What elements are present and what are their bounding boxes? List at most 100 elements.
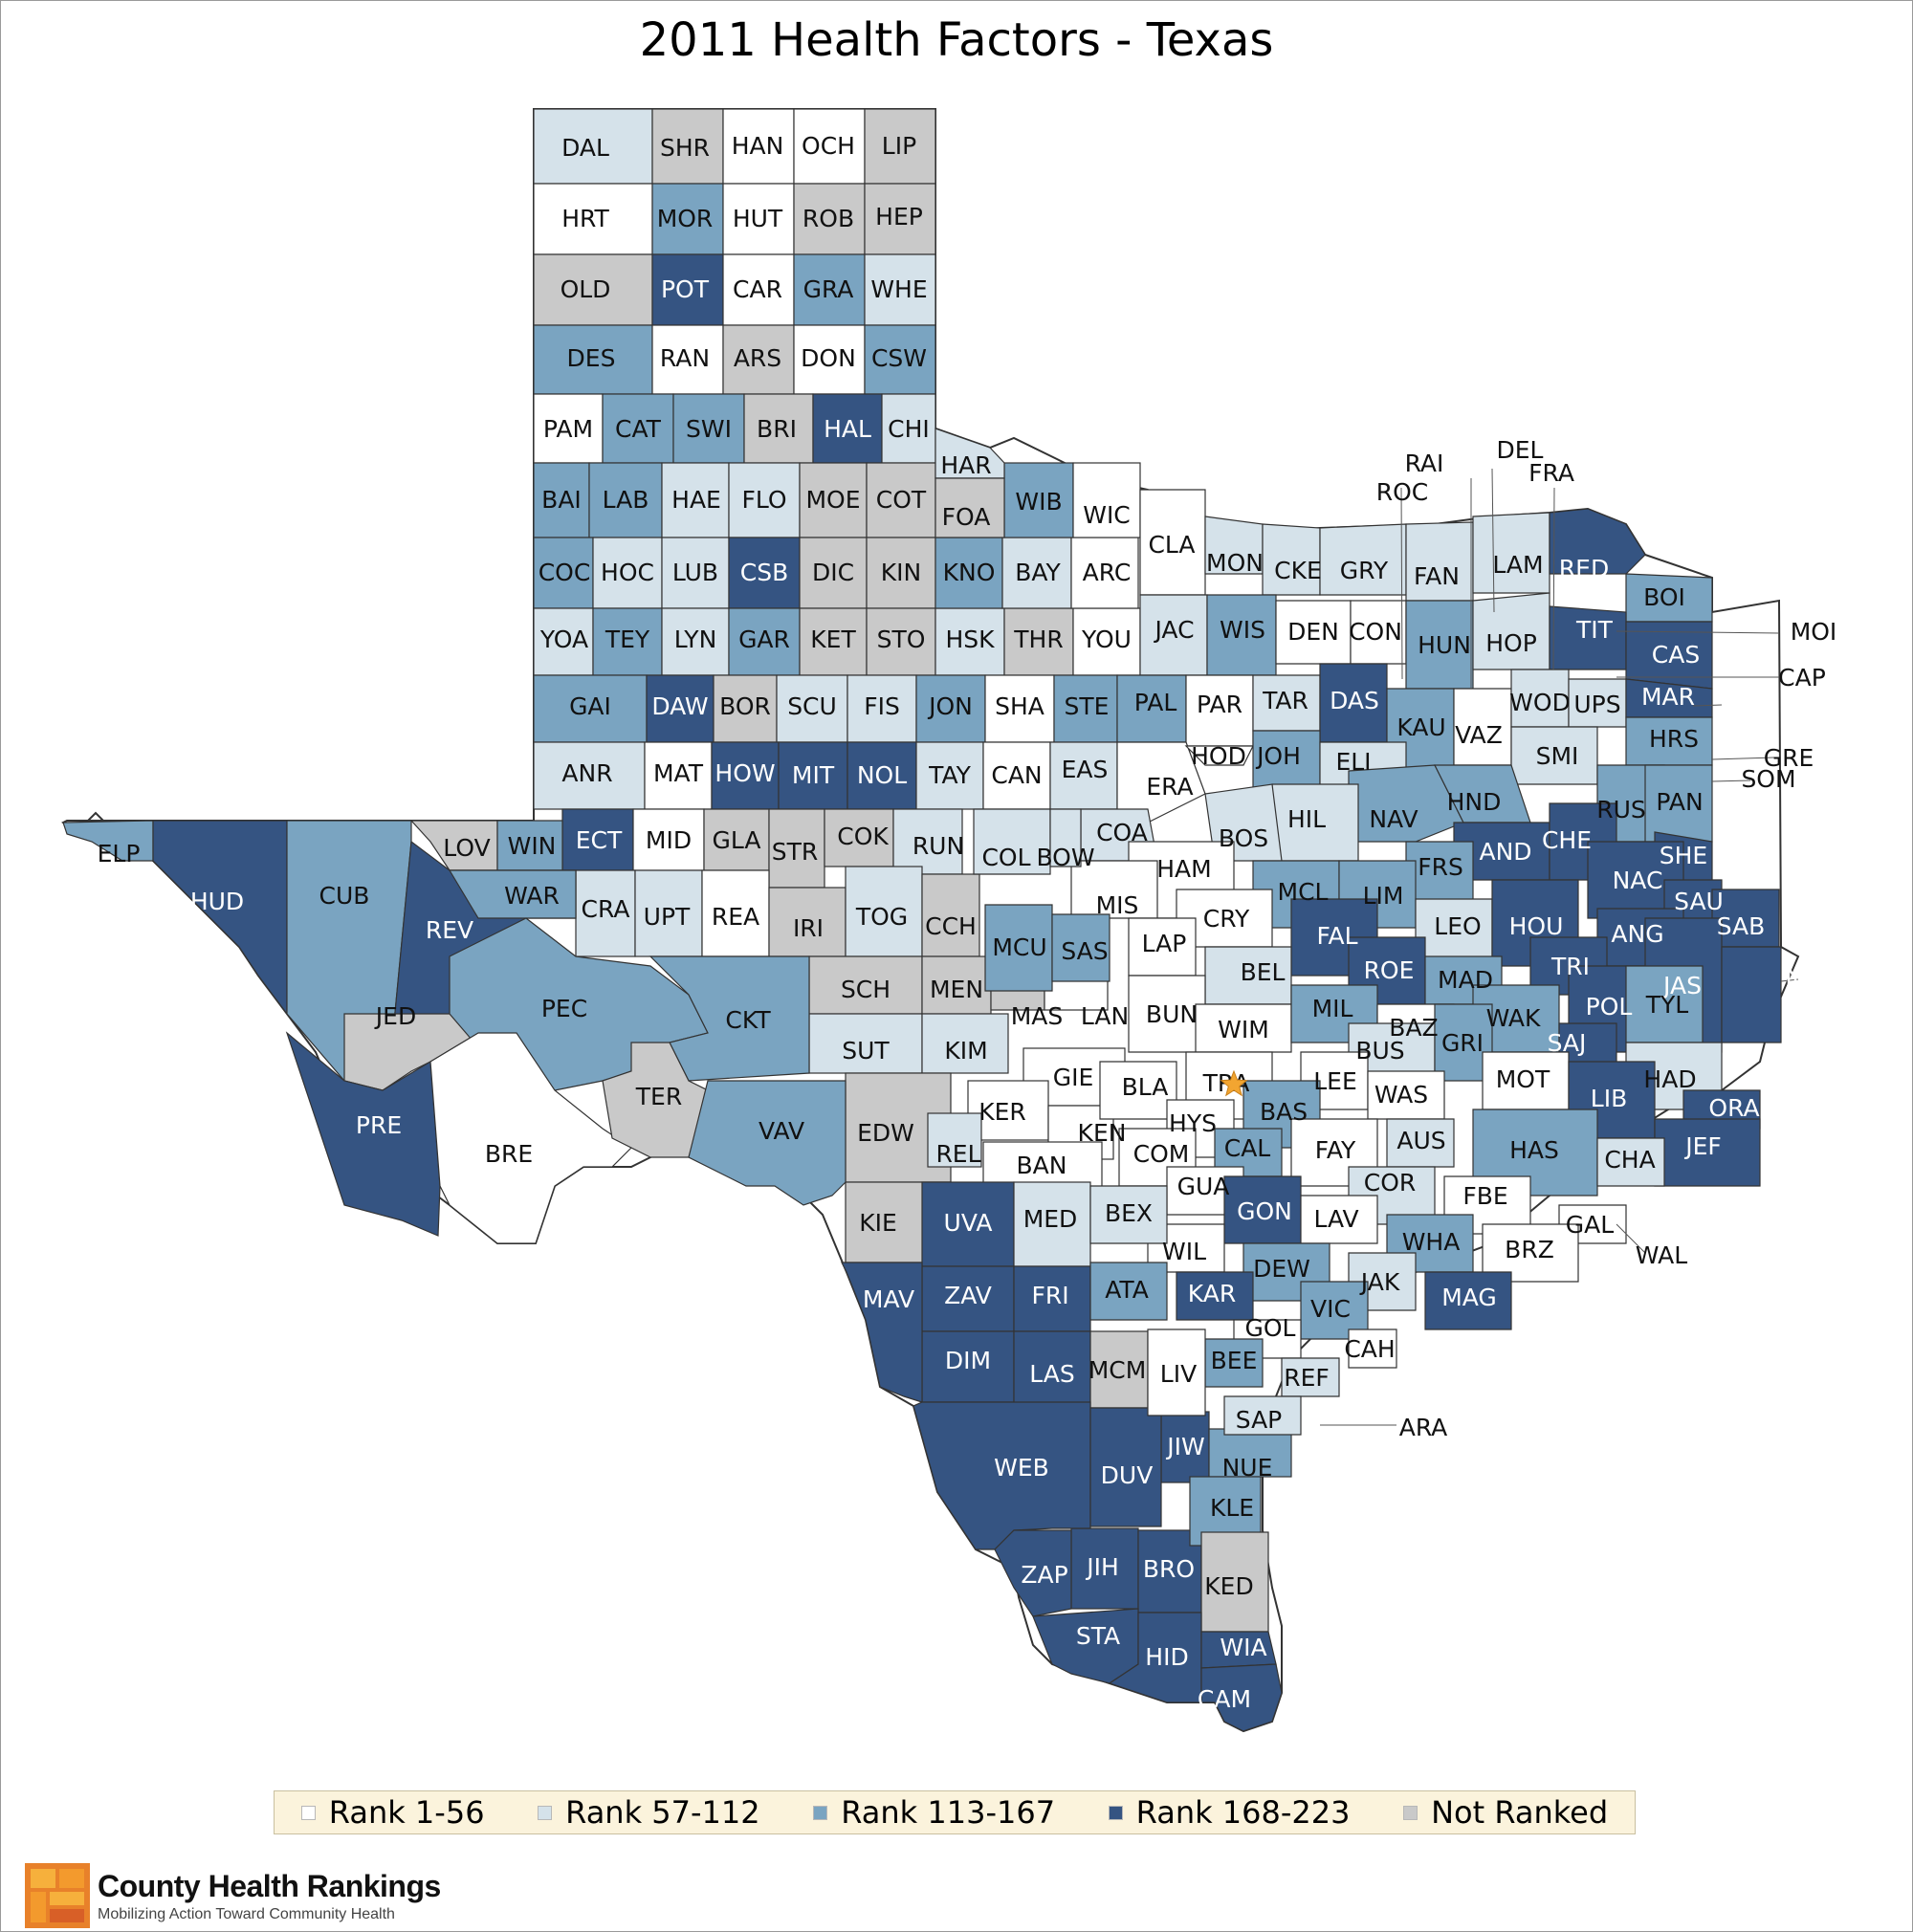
legend-swatch-icon <box>1403 1805 1418 1820</box>
county-label-bro: BRO <box>1143 1555 1195 1583</box>
county-lyn <box>661 607 730 676</box>
county-label-med: MED <box>1023 1205 1078 1233</box>
county-label-gai: GAI <box>569 692 611 720</box>
county-label-jed: JED <box>374 1002 416 1030</box>
legend-label: Rank 168-223 <box>1135 1794 1351 1831</box>
legend-label: Rank 113-167 <box>841 1794 1056 1831</box>
county-label-gol: GOL <box>1245 1314 1296 1342</box>
county-label-smi: SMI <box>1536 742 1579 770</box>
county-ter <box>602 1042 709 1158</box>
county-label-lyn: LYN <box>674 626 717 653</box>
county-hsk <box>935 607 1005 676</box>
county-cch <box>921 873 980 957</box>
county-label-pam: PAM <box>543 415 593 443</box>
legend-swatch-icon <box>538 1805 553 1820</box>
county-label-leo: LEO <box>1434 912 1481 940</box>
county-label-gra: GRA <box>803 275 854 303</box>
county-csw <box>864 324 936 395</box>
county-label-hoc: HOC <box>601 559 654 586</box>
county-jih <box>1070 1527 1139 1610</box>
county-label-mot: MOT <box>1496 1065 1550 1093</box>
county-label-moe: MOE <box>805 486 860 514</box>
county-hep <box>864 183 936 255</box>
county-era <box>1116 741 1206 823</box>
county-label-ups: UPS <box>1573 691 1620 718</box>
county-label-bre: BRE <box>485 1140 533 1168</box>
county-gra <box>793 253 866 326</box>
county-label-gie: GIE <box>1053 1064 1094 1091</box>
county-label-hrs: HRS <box>1649 725 1699 753</box>
county-ran <box>651 324 724 395</box>
county-label-mil: MIL <box>1312 995 1353 1022</box>
county-cam <box>1200 1663 1283 1732</box>
county-label-hnd: HND <box>1447 788 1502 816</box>
county-label-vav: VAV <box>759 1117 804 1145</box>
county-label-bel: BEL <box>1241 958 1286 986</box>
county-label-whe: WHE <box>870 275 927 303</box>
county-bex <box>1089 1185 1168 1244</box>
map-title: 2011 Health Factors - Texas <box>639 13 1274 67</box>
callout-label-wal: WAL <box>1636 1241 1687 1269</box>
county-label-kin: KIN <box>881 559 921 586</box>
county-label-rus: RUS <box>1596 796 1646 823</box>
county-hid <box>1108 1612 1202 1703</box>
county-label-ars: ARS <box>734 344 781 372</box>
county-label-gua: GUA <box>1177 1173 1230 1200</box>
county-sas <box>1051 913 1110 982</box>
county-label-bor: BOR <box>719 692 771 720</box>
county-has <box>1472 1109 1598 1197</box>
county-label-wis: WIS <box>1220 616 1265 644</box>
county-label-hys: HYS <box>1169 1109 1217 1137</box>
county-cat <box>602 393 674 464</box>
county-label-mit: MIT <box>792 761 835 789</box>
county-label-gla: GLA <box>713 826 761 854</box>
county-label-anr: ANR <box>561 759 612 787</box>
county-label-new: NEW <box>1785 964 1841 992</box>
county-anr <box>533 741 646 810</box>
callout-label-roc: ROC <box>1376 478 1429 506</box>
county-label-joh: JOH <box>1255 742 1301 770</box>
county-label-was: WAS <box>1374 1081 1428 1109</box>
county-label-rea: REA <box>712 903 759 931</box>
county-label-dic: DIC <box>812 559 854 586</box>
county-label-era: ERA <box>1146 773 1193 801</box>
county-label-bun: BUN <box>1146 1000 1198 1028</box>
county-label-cal: CAL <box>1224 1134 1271 1162</box>
county-kim <box>921 1013 1009 1074</box>
county-label-hod: HOD <box>1191 742 1246 770</box>
county-label-sap: SAP <box>1236 1406 1283 1434</box>
county-tog <box>845 866 923 957</box>
legend-item-rank-113-167: Rank 113-167 <box>813 1794 1055 1831</box>
county-label-don: DON <box>801 344 856 372</box>
county-label-bos: BOS <box>1219 824 1268 852</box>
county-label-ran: RAN <box>660 344 710 372</box>
county-label-uva: UVA <box>944 1209 993 1237</box>
county-label-jiw: JIW <box>1165 1433 1204 1460</box>
county-label-mcu: MCU <box>992 933 1046 961</box>
county-label-had: HAD <box>1643 1065 1696 1093</box>
county-cah <box>1348 1328 1397 1369</box>
county-cra <box>575 869 636 957</box>
county-you <box>1072 607 1141 676</box>
county-label-shr: SHR <box>660 134 710 162</box>
county-liv <box>1147 1328 1206 1416</box>
county-label-nac: NAC <box>1613 867 1663 894</box>
county-label-cke: CKE <box>1274 557 1322 584</box>
county-label-nue: NUE <box>1222 1454 1273 1482</box>
county-tey <box>592 607 663 676</box>
county-lab <box>588 462 663 538</box>
county-med <box>1013 1181 1091 1267</box>
county-aus <box>1386 1118 1455 1168</box>
county-label-run: RUN <box>913 832 964 860</box>
county-label-hep: HEP <box>875 203 923 231</box>
county-label-old: OLD <box>561 275 611 303</box>
legend-label: Rank 57-112 <box>565 1794 760 1831</box>
county-label-bee: BEE <box>1211 1347 1258 1374</box>
county-label-jak: JAK <box>1359 1268 1400 1296</box>
county-label-and: AND <box>1479 838 1531 866</box>
county-label-can: CAN <box>991 761 1042 789</box>
county-label-cla: CLA <box>1148 531 1195 559</box>
county-ste <box>1053 674 1118 743</box>
county-label-las: LAS <box>1029 1360 1074 1388</box>
county-label-lav: LAV <box>1313 1205 1358 1233</box>
